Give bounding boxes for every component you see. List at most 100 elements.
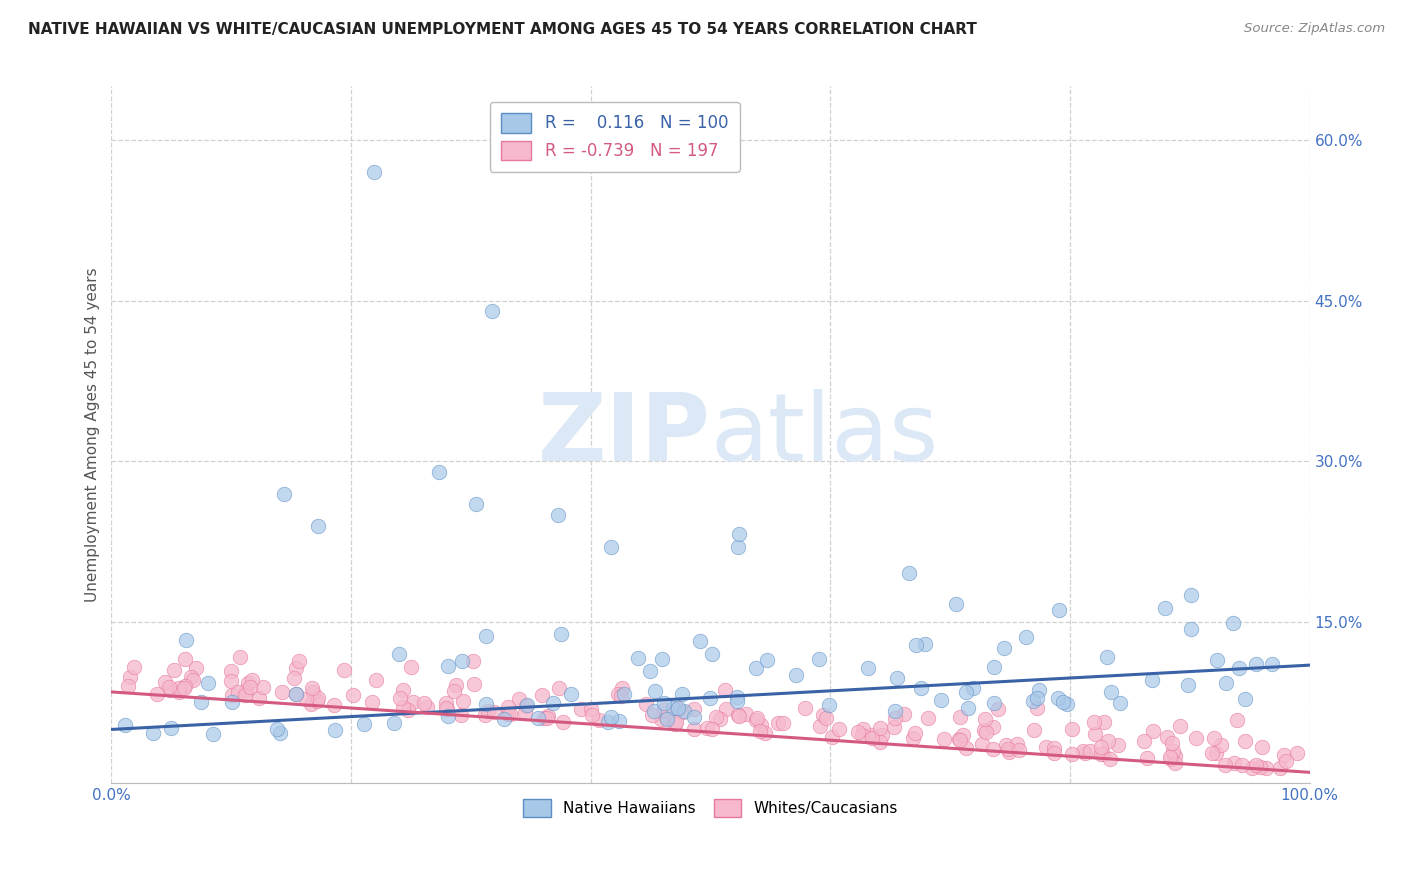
Point <box>496 700 519 714</box>
Point <box>446 678 468 692</box>
Point <box>870 728 893 742</box>
Point <box>700 647 723 661</box>
Point <box>1060 723 1083 737</box>
Point <box>551 714 574 729</box>
Point <box>181 673 204 687</box>
Point <box>450 707 472 722</box>
Point <box>725 690 748 704</box>
Point <box>634 697 657 711</box>
Point <box>402 695 425 709</box>
Text: atlas: atlas <box>710 389 939 481</box>
Text: NATIVE HAWAIIAN VS WHITE/CAUCASIAN UNEMPLOYMENT AMONG AGES 45 TO 54 YEARS CORREL: NATIVE HAWAIIAN VS WHITE/CAUCASIAN UNEMP… <box>28 22 977 37</box>
Point <box>745 714 768 728</box>
Point <box>1025 701 1047 715</box>
Point <box>114 717 136 731</box>
Point <box>1052 695 1074 709</box>
Point <box>1136 751 1159 765</box>
Point <box>221 665 243 679</box>
Point <box>886 671 908 685</box>
Point <box>981 720 1004 734</box>
Point <box>299 697 322 711</box>
Point <box>242 673 264 687</box>
Point <box>949 733 972 747</box>
Point <box>1168 719 1191 733</box>
Point <box>1008 743 1031 757</box>
Point <box>174 632 197 647</box>
Point <box>1028 683 1050 698</box>
Point <box>745 711 768 725</box>
Point <box>1285 746 1308 760</box>
Point <box>436 702 458 716</box>
Point <box>1205 653 1227 667</box>
Point <box>644 683 666 698</box>
Point <box>174 679 197 693</box>
Point <box>236 676 259 690</box>
Point <box>353 717 375 731</box>
Point <box>391 683 413 698</box>
Point <box>416 699 439 714</box>
Point <box>904 638 927 652</box>
Point <box>962 681 984 696</box>
Point <box>484 705 506 719</box>
Point <box>884 704 907 718</box>
Point <box>1272 748 1295 763</box>
Point <box>184 661 207 675</box>
Point <box>727 540 749 554</box>
Point <box>494 712 516 726</box>
Point <box>607 714 630 728</box>
Point <box>772 716 794 731</box>
Point <box>974 724 997 739</box>
Point <box>1180 622 1202 636</box>
Point <box>531 688 554 702</box>
Point <box>547 681 569 696</box>
Point <box>382 716 405 731</box>
Point <box>651 651 673 665</box>
Point <box>434 696 457 710</box>
Point <box>1092 747 1115 762</box>
Point <box>607 687 630 701</box>
Point <box>682 709 704 723</box>
Point <box>610 690 633 704</box>
Point <box>727 708 749 723</box>
Point <box>952 728 974 742</box>
Point <box>981 742 1004 756</box>
Point <box>1140 673 1163 688</box>
Point <box>434 700 457 714</box>
Point <box>846 724 869 739</box>
Point <box>153 675 176 690</box>
Point <box>427 465 450 479</box>
Point <box>527 711 550 725</box>
Point <box>914 637 936 651</box>
Point <box>728 709 751 723</box>
Point <box>269 726 291 740</box>
Point <box>785 667 807 681</box>
Point <box>1230 757 1253 772</box>
Point <box>391 699 413 714</box>
Point <box>270 685 292 699</box>
Point <box>1161 744 1184 758</box>
Point <box>955 684 977 698</box>
Point <box>266 723 288 737</box>
Point <box>1097 734 1119 748</box>
Point <box>581 702 603 716</box>
Point <box>1274 754 1296 768</box>
Point <box>247 691 270 706</box>
Point <box>1160 736 1182 750</box>
Point <box>145 687 167 701</box>
Point <box>725 694 748 708</box>
Point <box>664 717 686 731</box>
Point <box>233 688 256 702</box>
Point <box>709 712 731 726</box>
Point <box>221 688 243 702</box>
Point <box>897 566 920 580</box>
Point <box>295 692 318 706</box>
Point <box>333 663 356 677</box>
Point <box>197 676 219 690</box>
Point <box>363 165 385 179</box>
Point <box>949 709 972 723</box>
Point <box>1202 731 1225 745</box>
Point <box>665 714 688 729</box>
Point <box>436 659 458 673</box>
Point <box>388 648 411 662</box>
Point <box>157 681 180 695</box>
